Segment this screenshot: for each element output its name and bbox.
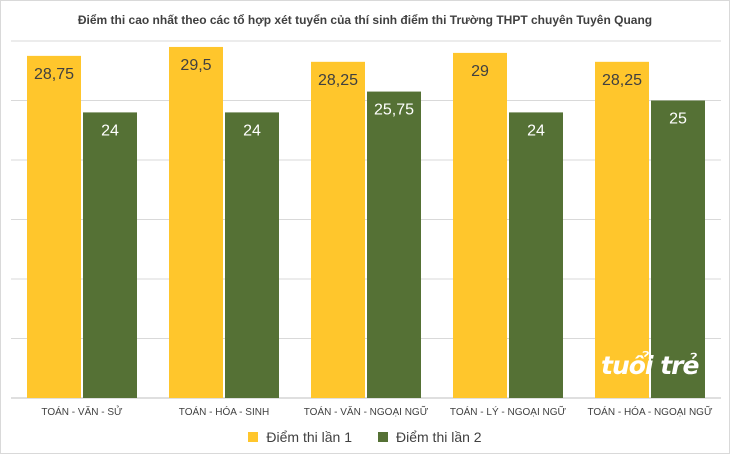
bar-series-2 — [83, 112, 137, 399]
bar-series-1 — [169, 46, 223, 398]
bar-series-1 — [595, 61, 649, 398]
data-label-series-2: 24 — [101, 122, 119, 139]
bar-series-1 — [453, 52, 507, 399]
legend-item-series-2: Điểm thi lần 2 — [378, 429, 482, 445]
x-tick-label: TOÁN - VĂN - SỬ — [41, 405, 123, 418]
legend-swatch-series-2 — [378, 432, 388, 442]
data-label-series-2: 24 — [527, 122, 545, 139]
x-tick-label: TOÁN - HÓA - NGOẠI NGỮ — [587, 405, 712, 418]
data-label-series-1: 28,75 — [34, 66, 74, 83]
data-label-series-2: 24 — [243, 122, 261, 139]
data-label-series-1: 29 — [471, 63, 489, 80]
data-label-series-2: 25 — [669, 111, 687, 128]
data-label-series-2: 25,75 — [374, 102, 414, 119]
bar-series-2 — [509, 112, 563, 399]
bar-series-1 — [27, 55, 81, 398]
legend-item-series-1: Điểm thi lần 1 — [248, 429, 352, 445]
data-label-series-1: 28,25 — [602, 72, 642, 89]
x-tick-label: TOÁN - HÓA - SINH — [179, 405, 269, 418]
bar-series-1 — [311, 61, 365, 398]
legend: Điểm thi lần 1 Điểm thi lần 2 — [1, 429, 729, 445]
x-tick-label: TOÁN - LÝ - NGOẠI NGỮ — [450, 405, 567, 418]
x-tick-label: TOÁN - VĂN - NGOẠI NGỮ — [304, 405, 429, 418]
bar-series-2 — [225, 112, 279, 399]
data-label-series-1: 28,25 — [318, 72, 358, 89]
data-label-series-1: 29,5 — [180, 57, 211, 74]
legend-label-series-2: Điểm thi lần 2 — [396, 429, 482, 445]
legend-label-series-1: Điểm thi lần 1 — [266, 429, 352, 445]
chart-title: Điểm thi cao nhất theo các tổ hợp xét tu… — [77, 13, 653, 27]
watermark-logo: tuổi trẻ — [601, 351, 699, 380]
bar-series-2 — [367, 91, 421, 398]
legend-swatch-series-1 — [248, 432, 259, 442]
bar-series-2 — [651, 100, 705, 398]
